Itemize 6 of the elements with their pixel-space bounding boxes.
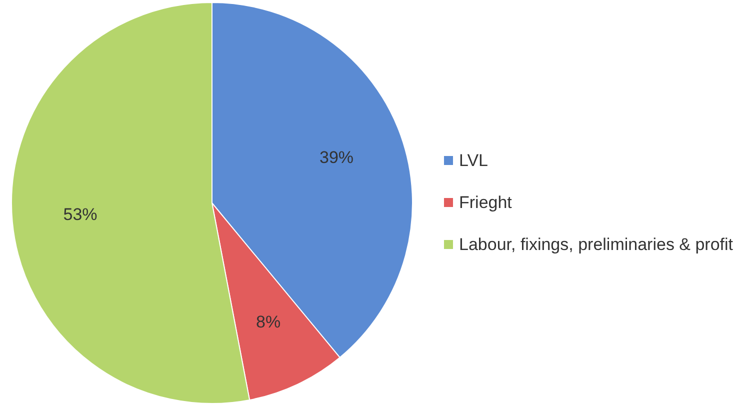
data-label: 8% <box>256 312 281 332</box>
legend-label: Labour, fixings, preliminaries & profit <box>459 235 734 255</box>
legend-label: Frieght <box>459 193 512 213</box>
data-label: 53% <box>63 205 98 224</box>
data-label: 39% <box>319 148 354 167</box>
legend-label: LVL <box>459 151 488 171</box>
